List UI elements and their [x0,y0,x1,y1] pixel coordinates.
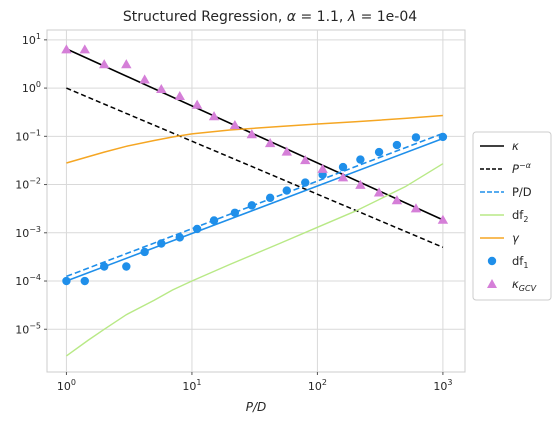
kappa-gcv-point [281,146,292,156]
df1-point [411,133,421,142]
y-axis: 10−5 10−4 10−3 10−2 10−1 100 101 [15,32,47,336]
y-tick-label: 100 [22,80,41,95]
kappa-gcv-point [373,187,385,197]
legend-swatch [487,256,497,266]
chart-title: Structured Regression, α = 1.1, λ = 1e-0… [123,9,417,25]
series-line-df2 [65,163,444,357]
kappa-gcv-point [264,137,276,148]
y-tick-label: 10−4 [15,273,41,288]
legend-swatch [487,279,497,288]
kappa-gcv-point [191,99,203,109]
df1-point [438,132,448,142]
y-tick-label: 10−2 [15,177,41,192]
kappa-gcv-point [121,59,132,69]
kappa-gcv-point [246,129,257,139]
df1-point [282,186,291,195]
legend-label: γ [512,231,520,245]
df1-point [301,178,310,187]
df1-point [374,147,384,157]
kappa-gcv-point [355,179,366,189]
kappa-gcv-point [410,203,422,213]
legend-label: P/D [512,185,532,199]
x-tick-label: 103 [433,378,452,393]
kappa-gcv-point [208,111,220,121]
legend-label: κ [512,139,519,153]
df1-point [122,262,131,271]
x-axis-title: P/D [246,400,267,414]
df1-point [157,239,166,248]
legend-label: P−α [512,161,532,176]
df1-point [356,155,365,164]
df1-point [265,193,275,203]
kappa-gcv-point [391,195,403,205]
df1-point [192,224,202,234]
df1-point [247,201,256,210]
series-line-df1fit [66,137,444,282]
legend-label: df1 [512,254,528,270]
kappa-gcv-point [99,59,110,69]
y-tick-label: 10−3 [15,225,41,240]
kappa-gcv-point [337,172,349,182]
kappa-gcv-point [229,120,241,130]
kappa-gcv-point [79,44,90,54]
df1-point [175,233,184,242]
kappa-gcv-point [156,83,167,94]
kappa-gcv-point [139,74,150,84]
y-tick-label: 10−1 [15,128,41,143]
df1-point [392,140,402,150]
x-axis: 100 101 102 103 [57,372,452,393]
df1-point [80,276,89,286]
legend-label: df2 [512,208,528,224]
y-tick-label: 10−5 [15,321,41,336]
y-tick-label: 101 [22,32,41,47]
legend-label: κGCV [512,277,537,293]
legend: κ P−α P/D df2 γ df1 κGCV [472,131,552,301]
x-tick-label: 100 [57,378,76,393]
df1-point [62,276,71,286]
df1-point [230,208,240,217]
kappa-gcv-point [437,214,449,224]
df1-point [338,162,348,172]
series-line- [66,114,443,164]
grid [47,30,465,372]
kappa-gcv-point [61,44,72,54]
x-tick-label: 101 [182,378,201,393]
kappa-gcv-point [300,154,311,165]
series-group [61,44,449,357]
df1-point [100,262,109,271]
x-tick-label: 102 [308,378,327,393]
kappa-gcv-point [174,90,185,101]
df1-point [140,247,149,257]
df1-point [209,216,219,225]
series-line-P [66,87,444,248]
kappa-gcv-point [317,163,328,173]
